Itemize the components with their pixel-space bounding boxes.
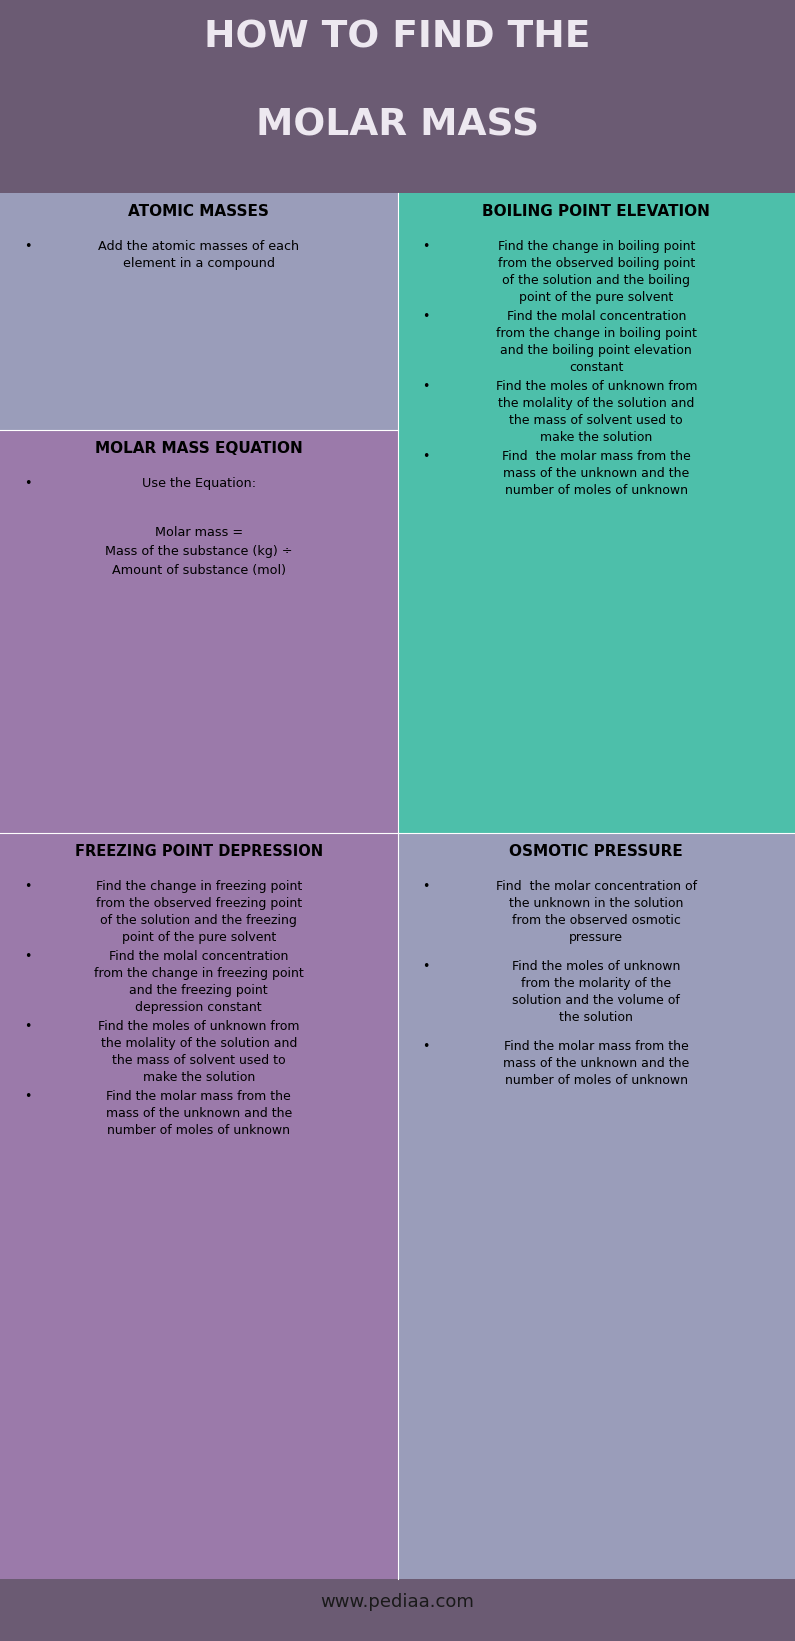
Bar: [0, 832, 398, 1579]
Text: MOLAR MASS EQUATION: MOLAR MASS EQUATION: [95, 441, 303, 456]
Text: •: •: [24, 950, 32, 963]
Text: •: •: [421, 1040, 429, 1054]
Bar: [0, 194, 398, 430]
Text: Find the moles of unknown from
the molality of the solution and
the mass of solv: Find the moles of unknown from the molal…: [495, 381, 697, 443]
Text: •: •: [421, 880, 429, 893]
Text: •: •: [24, 1021, 32, 1034]
Text: •: •: [24, 880, 32, 893]
Text: Find the moles of unknown
from the molarity of the
solution and the volume of
th: Find the moles of unknown from the molar…: [512, 960, 681, 1024]
Text: •: •: [24, 478, 32, 491]
Text: OSMOTIC PRESSURE: OSMOTIC PRESSURE: [510, 843, 683, 860]
Text: •: •: [421, 310, 429, 323]
Text: •: •: [421, 381, 429, 394]
Text: BOILING POINT ELEVATION: BOILING POINT ELEVATION: [483, 203, 710, 220]
Text: www.pediaa.com: www.pediaa.com: [320, 1593, 475, 1610]
Text: HOW TO FIND THE: HOW TO FIND THE: [204, 20, 591, 56]
Text: Find the change in boiling point
from the observed boiling point
of the solution: Find the change in boiling point from th…: [498, 240, 695, 304]
Text: Find the molal concentration
from the change in boiling point
and the boiling po: Find the molal concentration from the ch…: [496, 310, 696, 374]
Bar: [0, 430, 398, 832]
Bar: [398, 192, 795, 832]
Text: •: •: [24, 240, 32, 253]
Text: Find the moles of unknown from
the molality of the solution and
the mass of solv: Find the moles of unknown from the molal…: [98, 1021, 300, 1083]
Text: Find the molal concentration
from the change in freezing point
and the freezing : Find the molal concentration from the ch…: [94, 950, 304, 1014]
Text: Molar mass =
Mass of the substance (kg) ÷
Amount of substance (mol): Molar mass = Mass of the substance (kg) …: [105, 527, 293, 578]
Text: FREEZING POINT DEPRESSION: FREEZING POINT DEPRESSION: [75, 843, 323, 860]
Text: •: •: [24, 1090, 32, 1103]
Text: Find the molar mass from the
mass of the unknown and the
number of moles of unkn: Find the molar mass from the mass of the…: [106, 1090, 292, 1137]
Bar: [398, 832, 795, 1579]
Text: Add the atomic masses of each
element in a compound: Add the atomic masses of each element in…: [99, 240, 299, 271]
Text: ATOMIC MASSES: ATOMIC MASSES: [128, 203, 270, 220]
Text: •: •: [421, 450, 429, 463]
Text: Find the change in freezing point
from the observed freezing point
of the soluti: Find the change in freezing point from t…: [95, 880, 302, 944]
Text: •: •: [421, 240, 429, 253]
Text: Find the molar mass from the
mass of the unknown and the
number of moles of unkn: Find the molar mass from the mass of the…: [503, 1040, 689, 1086]
Bar: [0, 1579, 795, 1641]
Text: Find  the molar concentration of
the unknown in the solution
from the observed o: Find the molar concentration of the unkn…: [496, 880, 696, 944]
Text: Find  the molar mass from the
mass of the unknown and the
number of moles of unk: Find the molar mass from the mass of the…: [502, 450, 691, 497]
Bar: [0, 0, 795, 192]
Text: Use the Equation:: Use the Equation:: [142, 478, 256, 491]
Text: MOLAR MASS: MOLAR MASS: [256, 108, 539, 144]
Text: •: •: [421, 960, 429, 973]
